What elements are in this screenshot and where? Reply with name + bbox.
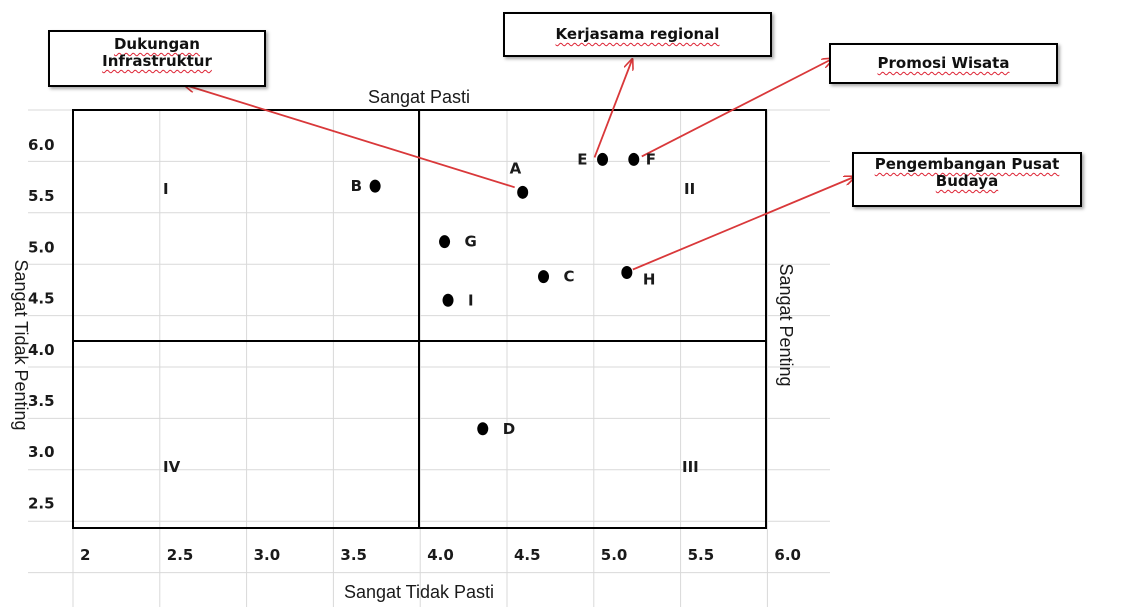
gridlines	[28, 109, 830, 607]
x-axis-label: Sangat Tidak Pasti	[344, 582, 494, 602]
callout-dukungan-infrastruktur: Dukungan Infrastruktur	[48, 30, 266, 87]
data-point-label: I	[468, 291, 474, 309]
y-axis-label: Sangat Tidak Penting	[11, 259, 31, 430]
data-point-i	[442, 293, 454, 307]
x-tick-label: 2	[80, 546, 90, 564]
data-point-d	[477, 422, 489, 436]
y-tick-label: 2.5	[28, 494, 55, 512]
callout-text: Pengembangan Pusat Budaya	[874, 155, 1060, 190]
data-point-h	[621, 266, 633, 279]
x-tick-label: 6.0	[774, 546, 801, 564]
x-tick-label: 5.0	[601, 546, 628, 564]
y-tick-label: 5.0	[28, 238, 55, 256]
x-tick-label: 3.5	[340, 546, 367, 564]
callout-text: Kerjasama regional	[555, 25, 720, 43]
data-point-label: G	[465, 233, 477, 251]
data-point-g	[439, 235, 451, 249]
data-point-label: A	[510, 159, 522, 177]
data-point-label: C	[564, 268, 575, 286]
callout-arrow	[593, 60, 632, 158]
y-right-axis-label: Sangat Penting	[776, 263, 796, 386]
y-tick-label: 3.5	[28, 392, 55, 410]
x-tick-label: 4.0	[427, 546, 454, 564]
x-tick-labels: 2 2.5 3.0 3.5 4.0 4.5 5.0 5.5 6.0	[80, 546, 801, 564]
quadrant-label-2: II	[684, 180, 695, 198]
y-tick-labels: 6.0 5.5 5.0 4.5 4.0 3.5 3.0 2.5	[28, 136, 55, 512]
callout-promosi-wisata: Promosi Wisata	[829, 43, 1058, 84]
data-point-e	[597, 152, 609, 166]
callout-text: Promosi Wisata	[877, 54, 1010, 72]
callout-arrow	[185, 85, 515, 189]
data-point-label: B	[351, 177, 362, 195]
quadrant-label-4: IV	[163, 458, 181, 476]
data-points: A B C D E F G H I	[351, 150, 656, 437]
callout-text: Dukungan Infrastruktur	[102, 35, 212, 70]
data-point-label: H	[643, 271, 656, 289]
callout-arrow	[632, 177, 854, 271]
data-point-b	[369, 179, 381, 193]
callout-kerjasama-regional: Kerjasama regional	[503, 12, 772, 57]
callout-pengembangan-pusat-budaya: Pengembangan Pusat Budaya	[852, 152, 1082, 207]
callout-arrow	[641, 59, 832, 158]
y-tick-label: 4.0	[28, 341, 55, 359]
quadrant-label-3: III	[682, 458, 699, 476]
data-point-label: E	[577, 150, 587, 168]
x-top-axis-label: Sangat Pasti	[368, 87, 470, 107]
quadrant-label-1: I	[163, 180, 169, 198]
data-point-f	[628, 152, 640, 166]
data-point-label: D	[503, 420, 515, 438]
x-tick-label: 5.5	[688, 546, 715, 564]
y-tick-label: 6.0	[28, 136, 55, 154]
data-point-label: F	[646, 150, 656, 168]
y-tick-label: 3.0	[28, 443, 55, 461]
y-tick-label: 5.5	[28, 187, 55, 205]
x-tick-label: 2.5	[167, 546, 194, 564]
x-tick-label: 4.5	[514, 546, 541, 564]
data-point-a	[517, 185, 529, 199]
data-point-c	[538, 270, 550, 284]
callout-arrows	[185, 59, 854, 271]
y-tick-label: 4.5	[28, 290, 55, 308]
x-tick-label: 3.0	[254, 546, 281, 564]
